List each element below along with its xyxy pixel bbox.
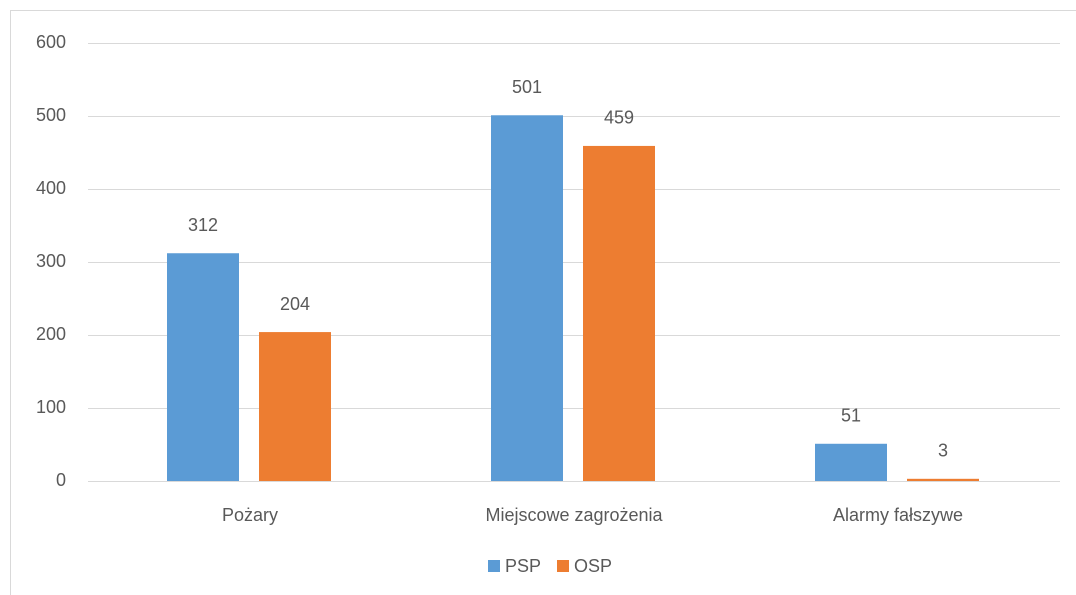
y-tick-label: 400 xyxy=(36,178,66,198)
y-tick-label: 100 xyxy=(36,397,66,417)
data-label: 501 xyxy=(512,77,542,97)
legend-label: OSP xyxy=(574,556,612,576)
bar xyxy=(583,145,655,481)
legend-swatch xyxy=(488,560,500,572)
y-tick-label: 300 xyxy=(36,251,66,271)
bar xyxy=(907,478,979,481)
bar xyxy=(259,332,331,481)
y-tick-label: 200 xyxy=(36,324,66,344)
data-label: 51 xyxy=(841,406,861,426)
y-tick-label: 600 xyxy=(36,32,66,52)
chart-border xyxy=(10,10,1076,595)
x-tick-label: Miejscowe zagrożenia xyxy=(485,505,663,525)
x-tick-label: Pożary xyxy=(222,505,278,525)
data-label: 312 xyxy=(188,215,218,235)
x-tick-label: Alarmy fałszywe xyxy=(833,505,963,525)
legend-swatch xyxy=(557,560,569,572)
data-label: 459 xyxy=(604,108,634,128)
bar xyxy=(815,443,887,481)
data-label: 204 xyxy=(280,294,310,314)
bar xyxy=(167,253,239,481)
legend-label: PSP xyxy=(505,556,541,576)
data-label: 3 xyxy=(938,441,948,461)
bar xyxy=(491,115,563,482)
y-tick-label: 0 xyxy=(56,470,66,490)
y-tick-label: 500 xyxy=(36,105,66,125)
